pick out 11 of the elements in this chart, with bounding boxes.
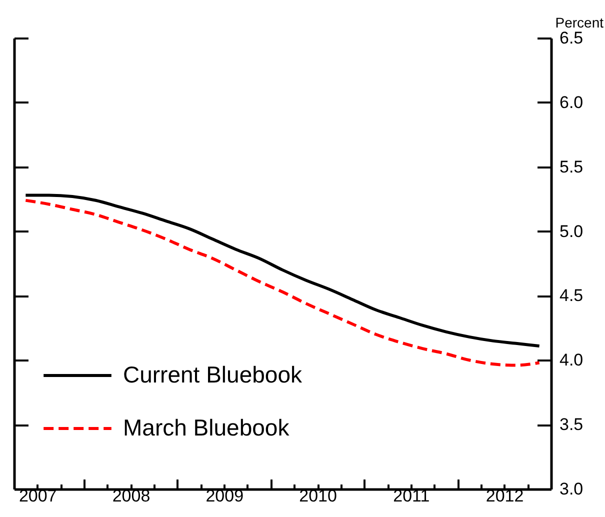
y-tick-label: 3.0 bbox=[560, 480, 584, 498]
y-tick-label: 5.0 bbox=[560, 222, 584, 241]
y-tick-label: 4.0 bbox=[560, 350, 584, 370]
y-tick-label: 6.5 bbox=[560, 28, 584, 48]
y-axis-title: Percent bbox=[555, 14, 604, 30]
legend-label: March Bluebook bbox=[123, 414, 290, 440]
y-tick-label: 6.0 bbox=[560, 92, 584, 112]
y-tick-label: 5.5 bbox=[560, 157, 584, 176]
y-tick-label: 4.5 bbox=[560, 286, 584, 306]
y-tick-label: 3.5 bbox=[560, 415, 584, 434]
legend-label: Current Bluebook bbox=[123, 362, 302, 388]
